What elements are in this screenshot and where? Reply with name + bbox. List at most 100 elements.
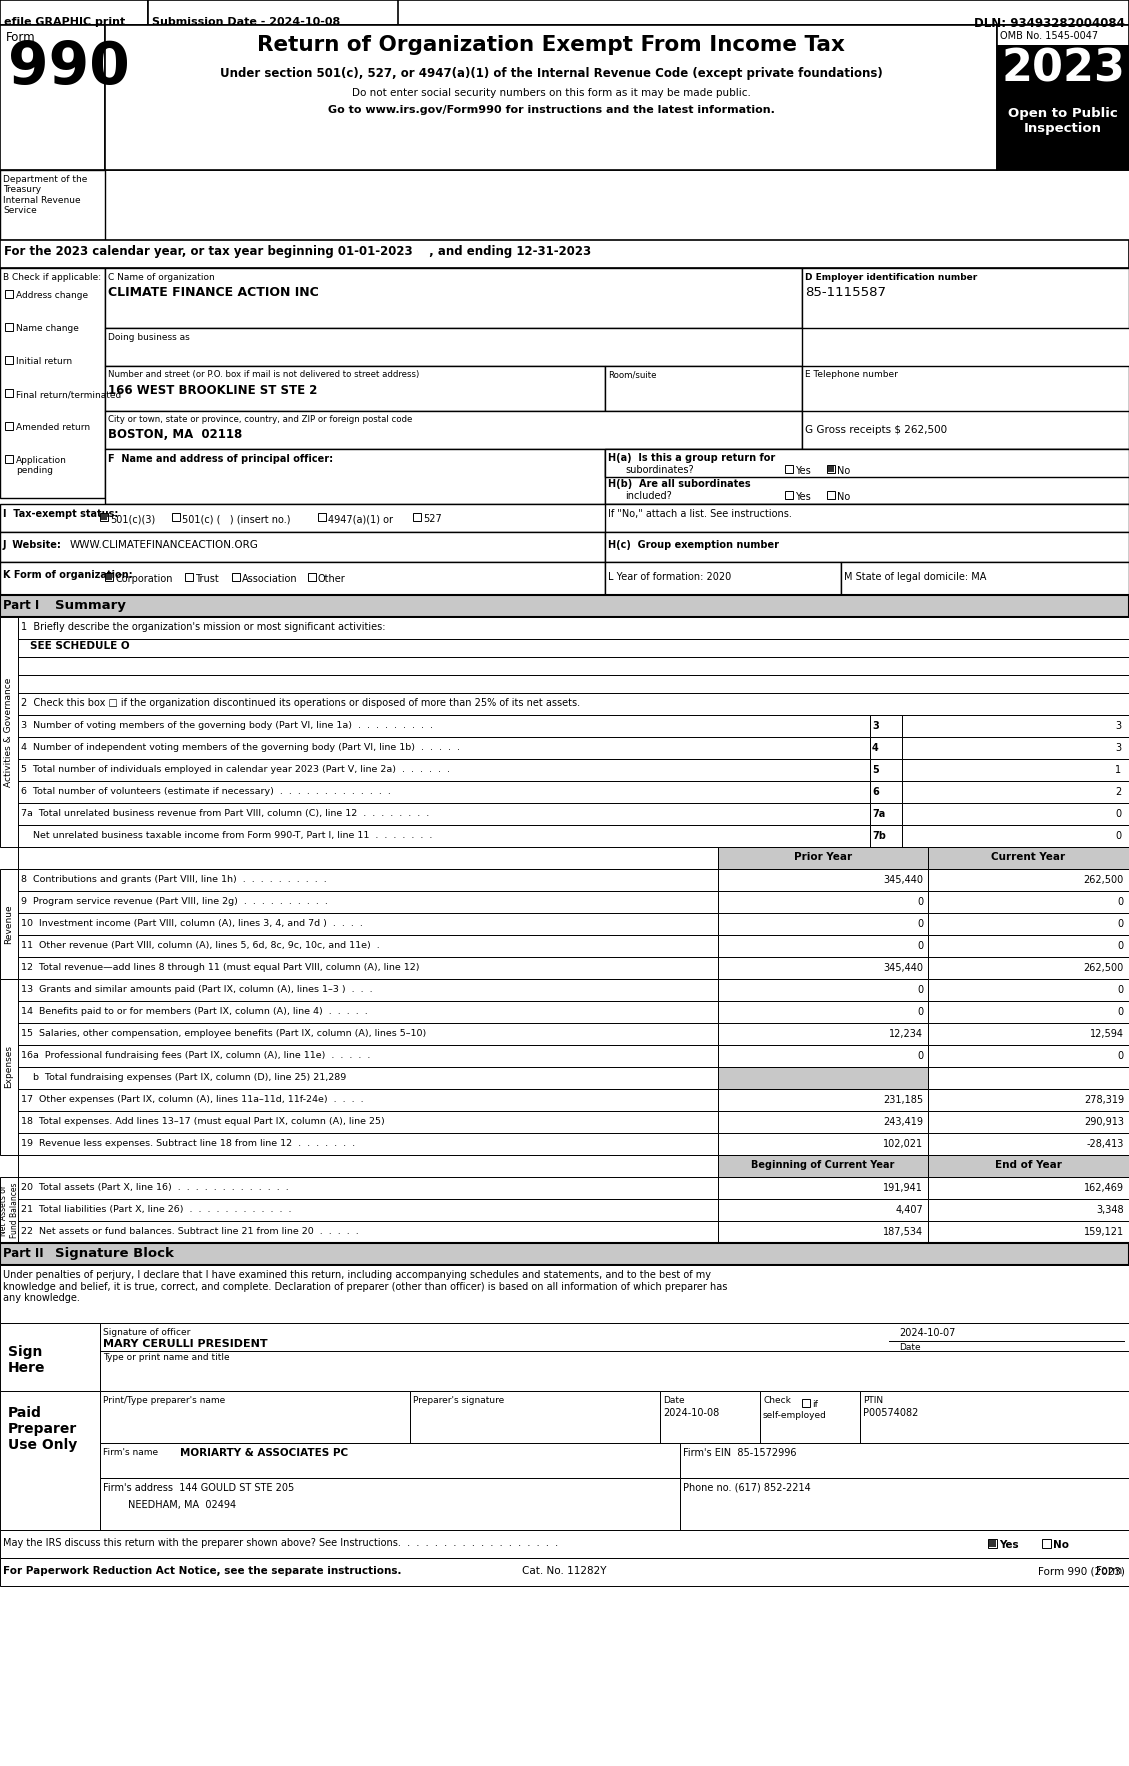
Bar <box>1042 1538 1051 1549</box>
Text: 3: 3 <box>872 721 878 731</box>
Text: 5  Total number of individuals employed in calendar year 2023 (Part V, line 2a) : 5 Total number of individuals employed i… <box>21 765 450 774</box>
Bar <box>105 268 802 328</box>
Bar <box>0 532 605 562</box>
Text: b  Total fundraising expenses (Part IX, column (D), line 25) 21,289: b Total fundraising expenses (Part IX, c… <box>21 1074 347 1083</box>
Text: 1  Briefly describe the organization's mission or most significant activities:: 1 Briefly describe the organization's mi… <box>21 622 385 632</box>
Bar <box>18 616 1129 639</box>
Bar <box>18 781 870 804</box>
Bar <box>928 1111 1129 1134</box>
Text: 8  Contributions and grants (Part VIII, line 1h)  .  .  .  .  .  .  .  .  .  .: 8 Contributions and grants (Part VIII, l… <box>21 874 326 885</box>
Bar <box>802 1399 809 1408</box>
Text: 0: 0 <box>917 985 924 994</box>
Bar <box>18 1155 718 1176</box>
Bar <box>997 44 1129 104</box>
Text: Final return/terminated: Final return/terminated <box>16 390 121 399</box>
Bar <box>680 1443 1129 1478</box>
Bar <box>172 512 180 521</box>
Text: 262,500: 262,500 <box>1084 962 1124 973</box>
Bar <box>0 869 18 978</box>
Bar <box>0 0 148 25</box>
Text: 7b: 7b <box>872 832 886 841</box>
Text: Yes: Yes <box>795 466 811 477</box>
Bar <box>18 1111 718 1134</box>
Bar <box>902 759 1129 781</box>
Bar <box>18 1067 718 1090</box>
Bar <box>100 512 108 521</box>
Bar <box>100 1443 680 1478</box>
Text: Part II: Part II <box>3 1247 44 1259</box>
Text: 22  Net assets or fund balances. Subtract line 21 from line 20  .  .  .  .  .: 22 Net assets or fund balances. Subtract… <box>21 1227 359 1236</box>
Bar <box>928 848 1129 869</box>
Text: Prior Year: Prior Year <box>794 851 852 862</box>
Bar <box>100 1478 1129 1529</box>
Bar <box>828 466 834 472</box>
Bar <box>870 804 902 825</box>
Bar <box>0 268 105 498</box>
Text: I  Tax-exempt status:: I Tax-exempt status: <box>3 509 119 519</box>
Bar <box>718 892 928 913</box>
Bar <box>718 957 928 978</box>
Bar <box>105 411 802 449</box>
Text: P00574082: P00574082 <box>863 1408 918 1418</box>
Text: Application: Application <box>16 456 67 464</box>
Bar <box>928 1067 1129 1090</box>
Text: OMB No. 1545-0047: OMB No. 1545-0047 <box>1000 32 1099 41</box>
Bar <box>105 328 802 366</box>
Bar <box>928 1155 1129 1176</box>
Text: 262,500: 262,500 <box>1084 874 1124 885</box>
Bar <box>718 913 928 934</box>
Bar <box>100 1323 1129 1392</box>
Text: Go to www.irs.gov/Form990 for instructions and the latest information.: Go to www.irs.gov/Form990 for instructio… <box>327 104 774 115</box>
Text: Number and street (or P.O. box if mail is not delivered to street address): Number and street (or P.O. box if mail i… <box>108 371 419 380</box>
Bar <box>18 1090 718 1111</box>
Text: B Check if applicable:: B Check if applicable: <box>3 274 102 283</box>
Text: 0: 0 <box>1114 809 1121 819</box>
Bar <box>828 491 835 500</box>
Text: D Employer identification number: D Employer identification number <box>805 274 978 283</box>
Bar <box>0 978 18 1155</box>
Text: SEE SCHEDULE O: SEE SCHEDULE O <box>30 641 130 652</box>
Bar <box>18 934 718 957</box>
Bar <box>5 357 14 364</box>
Text: Cat. No. 11282Y: Cat. No. 11282Y <box>522 1566 606 1575</box>
Bar <box>185 572 193 581</box>
Text: Phone no. (617) 852-2214: Phone no. (617) 852-2214 <box>683 1483 811 1492</box>
Bar <box>928 1045 1129 1067</box>
Bar <box>18 869 718 892</box>
Bar <box>18 675 1129 692</box>
Text: 6  Total number of volunteers (estimate if necessary)  .  .  .  .  .  .  .  .  .: 6 Total number of volunteers (estimate i… <box>21 788 391 796</box>
Bar <box>0 1558 1129 1586</box>
Text: End of Year: End of Year <box>995 1160 1062 1171</box>
Text: Net unrelated business taxable income from Form 990-T, Part I, line 11  .  .  . : Net unrelated business taxable income fr… <box>21 832 432 841</box>
Text: 2024-10-08: 2024-10-08 <box>663 1408 719 1418</box>
Text: -28,413: -28,413 <box>1086 1139 1124 1150</box>
Text: Firm's EIN  85-1572996: Firm's EIN 85-1572996 <box>683 1448 796 1459</box>
Text: Room/suite: Room/suite <box>609 371 656 380</box>
Bar <box>928 1220 1129 1243</box>
Bar <box>802 366 1129 449</box>
Bar <box>413 512 421 521</box>
Text: 2  Check this box □ if the organization discontinued its operations or disposed : 2 Check this box □ if the organization d… <box>21 698 580 708</box>
Text: Net Assets or
Fund Balances: Net Assets or Fund Balances <box>0 1181 19 1238</box>
Bar <box>928 1090 1129 1111</box>
Bar <box>902 804 1129 825</box>
Bar <box>902 781 1129 804</box>
Bar <box>0 1392 100 1529</box>
Bar <box>605 449 1129 503</box>
Text: Part I: Part I <box>3 599 40 613</box>
Text: self-employed: self-employed <box>763 1411 826 1420</box>
Bar <box>928 913 1129 934</box>
Bar <box>718 869 928 892</box>
Text: 0: 0 <box>917 918 924 929</box>
Bar <box>105 366 605 411</box>
Bar <box>902 825 1129 848</box>
Text: 16a  Professional fundraising fees (Part IX, column (A), line 11e)  .  .  .  .  : 16a Professional fundraising fees (Part … <box>21 1051 370 1060</box>
Text: Sign
Here: Sign Here <box>8 1346 45 1376</box>
Text: No: No <box>837 493 850 502</box>
Text: 3,348: 3,348 <box>1096 1204 1124 1215</box>
Text: 4: 4 <box>872 743 878 752</box>
Text: 3: 3 <box>1114 721 1121 731</box>
Text: K Form of organization:: K Form of organization: <box>3 570 132 579</box>
Bar <box>0 240 1129 268</box>
Text: 990: 990 <box>8 39 130 95</box>
